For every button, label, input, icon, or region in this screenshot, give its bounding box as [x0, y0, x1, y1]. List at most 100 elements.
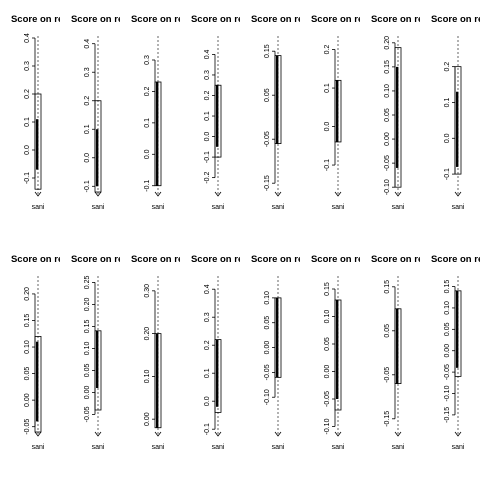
y-tick-label: -0.1 [204, 423, 211, 435]
y-tick-label: -0.05 [84, 406, 91, 422]
panel-title: Score on reg [191, 254, 249, 265]
y-tick-label: -0.10 [324, 418, 331, 434]
y-tick-label: -0.10 [444, 385, 451, 401]
column-cap [214, 431, 222, 437]
x-category-label: sani [452, 204, 465, 211]
panel-title: Score on reg [71, 14, 129, 25]
panel-9: Score on reg -0.05 0.00 0.05 0.10 0.15 0.20 san… [11, 254, 60, 451]
y-tick-label: 0.1 [204, 368, 211, 378]
y-tick-label: 0.20 [84, 297, 91, 311]
panel-13: Score on reg -0.10 -0.05 0.00 0.05 0.10 sani [251, 254, 300, 451]
y-tick-label: 0.0 [324, 122, 331, 132]
y-tick-label: 0.10 [24, 340, 31, 354]
column-cap [94, 191, 102, 197]
y-tick-label: 0.3 [84, 67, 91, 77]
y-tick-label: 0.0 [204, 396, 211, 406]
x-category-label: sani [332, 444, 345, 451]
bar-sani [456, 290, 459, 368]
y-tick-label: 0.00 [324, 365, 331, 379]
y-tick-label: -0.15 [264, 175, 271, 191]
y-tick-label: 0.2 [324, 45, 331, 55]
y-tick-label: 0.05 [264, 88, 271, 102]
y-tick-label: 0.15 [324, 282, 331, 296]
bar-sani [216, 339, 219, 407]
y-tick-label: 0.15 [264, 44, 271, 58]
x-category-label: sani [152, 444, 165, 451]
y-tick-label: -0.1 [24, 172, 31, 184]
x-category-label: sani [32, 444, 45, 451]
y-tick-label: 0.1 [324, 83, 331, 93]
y-tick-label: 0.2 [204, 340, 211, 350]
panel-title: Score on reg [191, 14, 249, 25]
panel-title: Score on reg [371, 14, 429, 25]
y-tick-label: 0.05 [444, 322, 451, 336]
panel-title: Score on reg [431, 14, 480, 25]
y-tick-label: 0.05 [24, 367, 31, 381]
y-tick-label: 0.30 [144, 284, 151, 298]
panel-title: Score on reg [11, 14, 69, 25]
y-tick-label: 0.05 [384, 324, 391, 338]
y-tick-label: -0.05 [264, 364, 271, 380]
panel-title: Score on reg [131, 254, 189, 265]
y-tick-label: 0.0 [444, 133, 451, 143]
panel-4: Score on reg -0.2 -0.1 0.0 0.1 0.2 0.3 0.4 sani [191, 14, 249, 211]
y-tick-label: -0.1 [144, 180, 151, 192]
y-tick-label: 0.10 [444, 301, 451, 315]
y-tick-label: -0.1 [204, 151, 211, 163]
y-tick-label: -0.05 [264, 131, 271, 147]
x-category-label: sani [92, 444, 105, 451]
y-tick-label: 0.00 [264, 341, 271, 355]
x-category-label: sani [452, 444, 465, 451]
y-tick-label: 0.0 [84, 153, 91, 163]
y-tick-label: 0.05 [384, 108, 391, 122]
panel-title: Score on reg [71, 254, 129, 265]
y-tick-label: 0.2 [24, 89, 31, 99]
x-category-label: sani [272, 444, 285, 451]
y-tick-label: 0.00 [444, 344, 451, 358]
bar-sani [276, 297, 279, 378]
panel-title: Score on reg [251, 14, 309, 25]
bar-sani [456, 91, 459, 167]
y-tick-label: 0.15 [24, 314, 31, 328]
bar-sani [36, 119, 39, 170]
column-cap [454, 431, 462, 437]
y-tick-label: 0.2 [204, 91, 211, 101]
whisker-range [394, 47, 402, 188]
y-tick-label: -0.05 [324, 391, 331, 407]
y-tick-label: 0.00 [144, 412, 151, 426]
y-tick-label: 0.4 [24, 33, 31, 43]
column-cap [274, 191, 282, 197]
bar-sani [336, 80, 339, 142]
panel-16: Score on reg -0.15 -0.10 -0.05 0.00 0.05 0.10 0… [431, 254, 480, 451]
y-tick-label: -0.05 [384, 367, 391, 383]
y-tick-label: -0.2 [204, 171, 211, 183]
panel-7: Score on reg -0.10 -0.05 0.00 0.05 0.10 0.15 0.… [371, 14, 429, 211]
x-category-label: sani [152, 204, 165, 211]
panel-6: Score on reg -0.1 0.0 0.1 0.2 sani [311, 14, 369, 211]
panel-12: Score on reg -0.1 0.0 0.1 0.2 0.3 0.4 sani [191, 254, 249, 451]
panel-3: Score on reg -0.1 0.0 0.1 0.2 0.3 sani [131, 14, 180, 211]
column-cap [94, 431, 102, 437]
bar-sani [96, 330, 99, 388]
y-tick-label: 0.3 [204, 70, 211, 80]
bar-sani [96, 129, 99, 187]
y-tick-label: 0.00 [24, 393, 31, 407]
y-tick-label: 0.3 [204, 312, 211, 322]
y-tick-label: 0.20 [24, 287, 31, 301]
x-category-label: sani [212, 444, 225, 451]
y-tick-label: 0.0 [144, 149, 151, 159]
panel-11: Score on reg 0.00 0.10 0.20 0.30 sani [131, 254, 189, 451]
column-cap [394, 431, 402, 437]
y-tick-label: 0.2 [444, 62, 451, 72]
y-tick-label: 0.3 [24, 61, 31, 71]
x-category-label: sani [392, 444, 405, 451]
y-tick-label: 0.15 [384, 60, 391, 74]
bar-sani [156, 333, 159, 428]
bar-sani [396, 308, 399, 384]
y-tick-label: 0.25 [84, 275, 91, 289]
column-cap [154, 191, 162, 197]
column-cap [154, 431, 162, 437]
panel-title: Score on reg [311, 14, 369, 25]
y-tick-label: 0.05 [324, 337, 331, 351]
